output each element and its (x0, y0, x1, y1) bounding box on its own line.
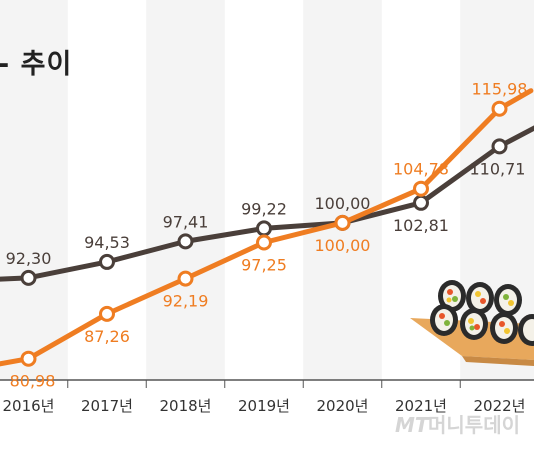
data-label: 100,00 (315, 194, 371, 213)
data-label: 100,00 (315, 236, 371, 255)
data-label: 80,98 (10, 372, 56, 391)
series-1-point (256, 234, 272, 251)
series-0-point (177, 233, 194, 250)
series-1-point (20, 350, 37, 367)
series-layer (0, 88, 534, 367)
gimbap-illustration (410, 280, 534, 366)
x-axis: 2016년 2017년 2018년 2019년 2020년 2021년 2022년 (0, 379, 534, 415)
x-tick-label: 2018년 (160, 397, 212, 415)
data-label: 99,22 (241, 199, 287, 218)
data-label: 92,19 (163, 292, 209, 311)
data-label: 104,78 (393, 160, 449, 179)
rice-roll-row-front (430, 304, 534, 346)
series-0-point (413, 194, 429, 211)
x-tick-label: 2020년 (317, 397, 369, 415)
x-tick-label: 2021년 (395, 397, 447, 415)
data-label: 87,26 (84, 327, 130, 346)
series-0-point (99, 253, 115, 270)
svg-text:머니투데이: 머니투데이 (428, 413, 520, 437)
tray-shadow (462, 356, 534, 366)
series-1-point (413, 180, 429, 197)
series-0-point (20, 269, 37, 286)
series-1-point (177, 270, 194, 287)
watermark-logo: MT 머니투데이 (395, 413, 520, 437)
data-label: 97,41 (163, 212, 209, 231)
data-label: 94,53 (84, 233, 130, 252)
column-band (146, 0, 225, 380)
series-1-point (99, 305, 115, 322)
series-1-point (334, 214, 351, 231)
rice-roll-row-back (438, 280, 522, 316)
x-tick-label: 2022년 (474, 397, 526, 415)
svg-text:MT: MT (395, 413, 430, 437)
series-1-point (491, 100, 508, 117)
x-tick-label: 2019년 (238, 397, 290, 415)
x-tick-label: 2016년 (3, 397, 55, 415)
column-band (303, 0, 382, 380)
chart-title: - 추이 (0, 49, 73, 80)
x-tick-label: 2017년 (81, 397, 133, 415)
series-0-point (256, 220, 272, 237)
data-labels: 92,30 94,53 97,41 99,22 100,00 102,81 110,71 80… (6, 80, 528, 391)
column-band (0, 0, 68, 380)
data-label: 92,30 (6, 249, 52, 268)
data-label: 102,81 (393, 216, 449, 235)
data-label: 115,98 (472, 80, 528, 99)
series-0-point (491, 138, 508, 155)
data-label: 97,25 (241, 256, 287, 275)
data-label: 110,71 (470, 159, 526, 178)
